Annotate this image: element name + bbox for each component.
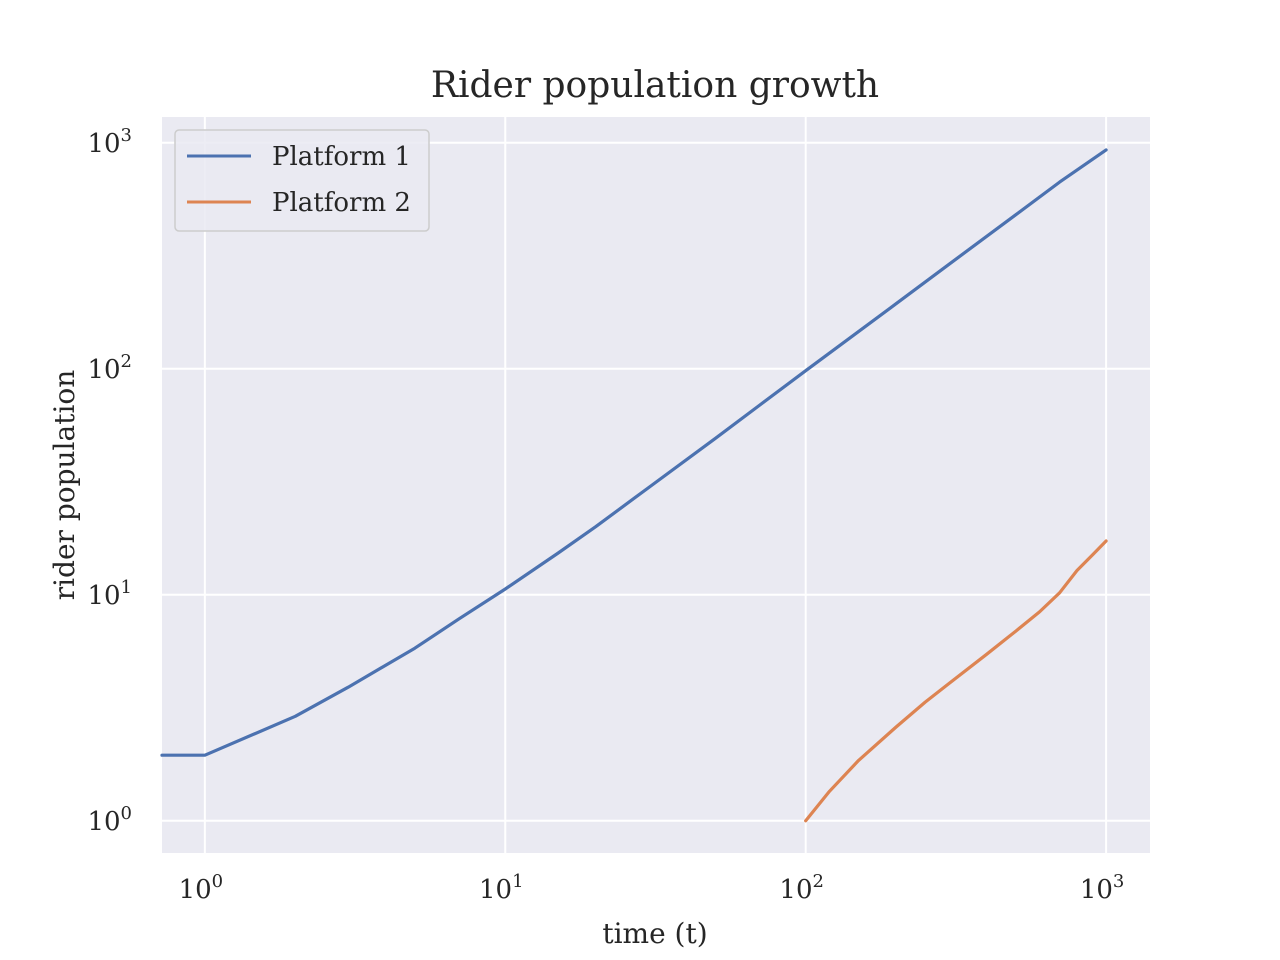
x-tick-label: 103	[1080, 871, 1125, 905]
series-line-platform-1	[160, 148, 1108, 757]
series-layer	[160, 148, 1108, 823]
y-tick-label: 100	[87, 803, 132, 837]
x-tick-label: 100	[179, 871, 224, 905]
x-axis-label: time (t)	[602, 917, 707, 950]
y-tick-label: 103	[87, 125, 132, 159]
chart-title: Rider population growth	[431, 65, 879, 106]
y-axis-label: rider population	[48, 370, 81, 601]
x-tick-label: 101	[479, 871, 524, 905]
legend-label-platform-1: Platform 1	[272, 142, 411, 172]
plot-background	[162, 117, 1150, 853]
tick-labels: 100 101 102 103 100 101 102 103	[87, 125, 1124, 905]
legend-label-platform-2: Platform 2	[272, 188, 411, 218]
series-line-platform-2	[804, 539, 1108, 823]
y-tick-label: 101	[87, 577, 132, 611]
y-tick-label: 102	[87, 351, 132, 385]
x-tick-label: 102	[779, 871, 824, 905]
legend: Platform 1 Platform 2	[174, 129, 430, 232]
